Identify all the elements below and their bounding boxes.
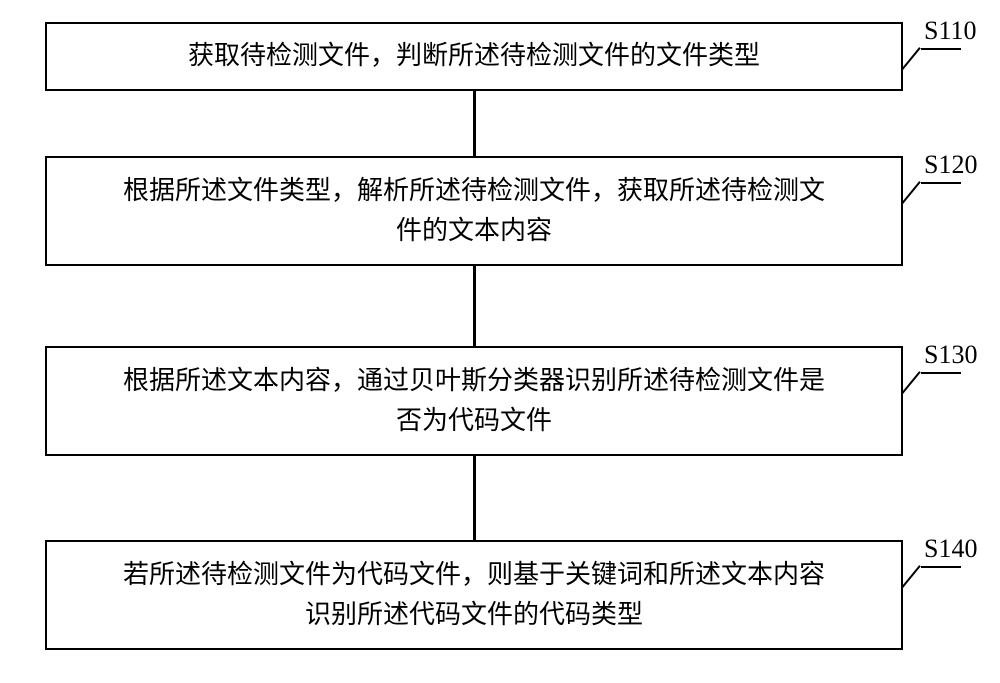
- leader-horiz-s140: [921, 566, 961, 568]
- leader-horiz-s120: [921, 182, 961, 184]
- step-label-s130: S130: [924, 340, 977, 370]
- leader-horiz-s110: [921, 48, 961, 50]
- flowchart-canvas: 获取待检测文件，判断所述待检测文件的文件类型 根据所述文件类型，解析所述待检测文…: [0, 0, 1000, 683]
- leader-diag-s140: [901, 565, 921, 588]
- connector-s130-s140: [473, 456, 476, 540]
- step-text-s140: 若所述待检测文件为代码文件，则基于关键词和所述文本内容 识别所述代码文件的代码类…: [123, 555, 825, 636]
- step-box-s110: 获取待检测文件，判断所述待检测文件的文件类型: [45, 22, 903, 91]
- step-text-s110: 获取待检测文件，判断所述待检测文件的文件类型: [188, 36, 760, 76]
- leader-diag-s120: [901, 181, 921, 204]
- connector-s120-s130: [473, 266, 476, 346]
- step-label-s140: S140: [924, 534, 977, 564]
- step-text-s130: 根据所述文本内容，通过贝叶斯分类器识别所述待检测文件是 否为代码文件: [123, 361, 825, 442]
- step-text-s120: 根据所述文件类型，解析所述待检测文件，获取所述待检测文 件的文本内容: [123, 171, 825, 252]
- step-label-s110: S110: [924, 16, 977, 46]
- leader-diag-s130: [901, 371, 921, 394]
- step-label-s120: S120: [924, 150, 977, 180]
- connector-s110-s120: [473, 91, 476, 156]
- step-box-s130: 根据所述文本内容，通过贝叶斯分类器识别所述待检测文件是 否为代码文件: [45, 346, 903, 456]
- step-box-s140: 若所述待检测文件为代码文件，则基于关键词和所述文本内容 识别所述代码文件的代码类…: [45, 540, 903, 650]
- leader-horiz-s130: [921, 372, 961, 374]
- step-box-s120: 根据所述文件类型，解析所述待检测文件，获取所述待检测文 件的文本内容: [45, 156, 903, 266]
- leader-diag-s110: [901, 47, 921, 70]
